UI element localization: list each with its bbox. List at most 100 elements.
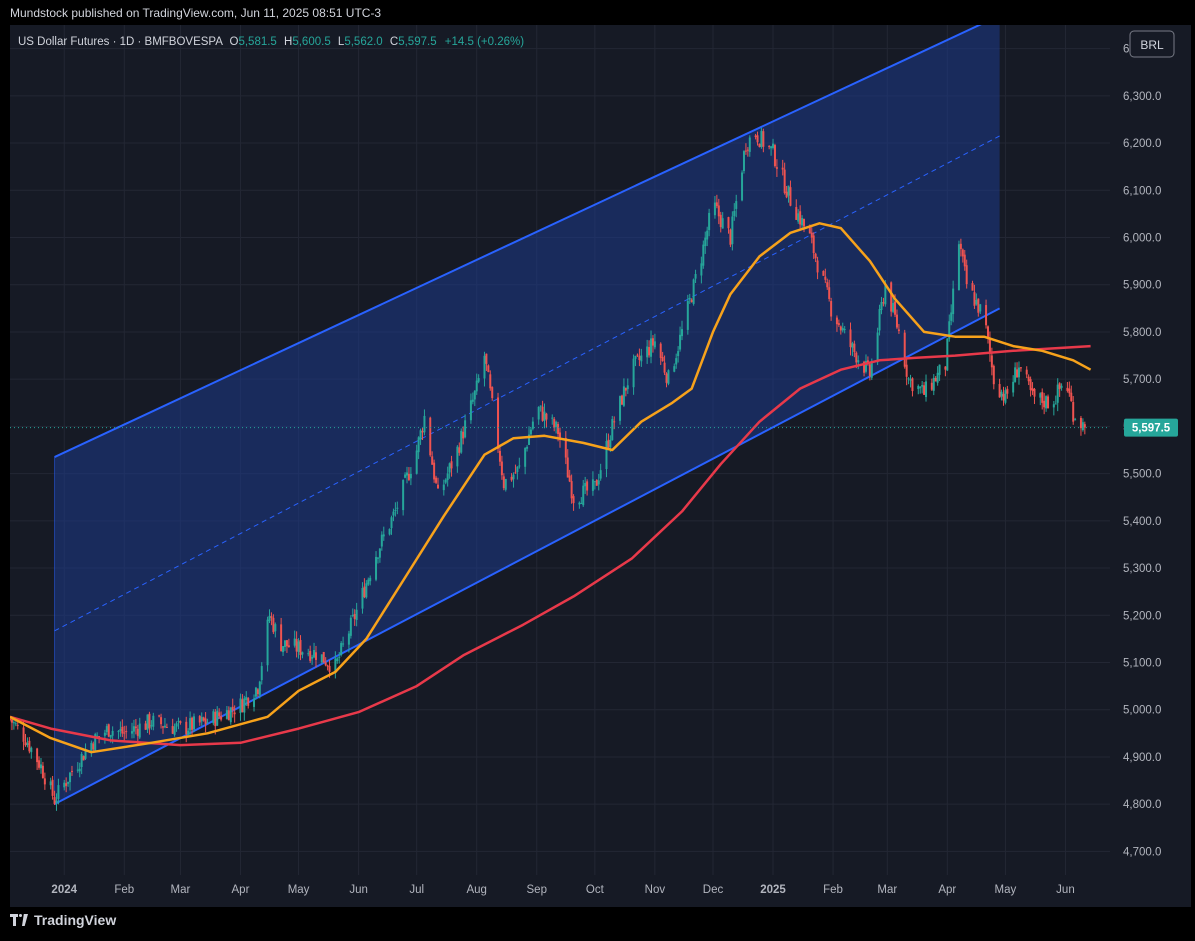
x-tick-label: Feb (114, 884, 134, 896)
candle-body (773, 145, 776, 167)
candle-body (119, 729, 122, 732)
candle-body (677, 351, 680, 357)
candle-body (946, 338, 949, 371)
candle-body (26, 743, 29, 745)
candle-body (816, 260, 819, 273)
last-price-text: 5,597.5 (1132, 423, 1171, 435)
legend-o-label: O (230, 36, 239, 48)
candle-body (376, 557, 379, 559)
legend-c-value: 5,597.5 (398, 36, 436, 48)
candle-body (1068, 388, 1071, 394)
candle-body (138, 723, 141, 738)
candle-body (504, 479, 507, 490)
candle-body (1054, 403, 1057, 405)
candle-body (599, 470, 602, 479)
candle-body (268, 615, 271, 621)
candle-body (396, 507, 399, 509)
candle-body (582, 485, 585, 506)
candle-body (892, 302, 895, 312)
candle-body (810, 232, 813, 238)
y-tick-label: 5,300.0 (1123, 563, 1161, 575)
legend-l-label: L (338, 36, 345, 48)
y-tick-label: 4,900.0 (1123, 752, 1161, 764)
candle-body (497, 397, 500, 449)
candle-body (402, 480, 405, 511)
legend-symbol: US Dollar Futures · 1D · BMFBOVESPA (18, 36, 223, 48)
candle-body (799, 211, 802, 225)
candle-body (965, 265, 968, 285)
candle-body (990, 355, 993, 368)
candle-body (998, 384, 1001, 398)
y-tick-label: 5,000.0 (1123, 705, 1161, 717)
candle-body (808, 226, 811, 234)
candle-body (702, 244, 705, 266)
candle-body (719, 214, 722, 227)
candle-body (409, 473, 412, 479)
candle-body (638, 356, 641, 361)
candle-body (280, 624, 283, 652)
candle-body (659, 343, 662, 358)
chart-area[interactable]: 4,700.0 4,800.0 4,900.0 5,000.0 5,100.0 5,200… (10, 25, 1191, 907)
candle-body (961, 249, 964, 257)
candle-body (247, 698, 250, 706)
candle-body (545, 413, 548, 420)
candle-body (851, 343, 854, 348)
x-tick-label: May (995, 884, 1017, 896)
regression-channel[interactable] (54, 25, 1001, 806)
candle-body (12, 722, 15, 724)
candle-body (24, 742, 27, 746)
candle-body (326, 665, 329, 667)
candle-body (173, 726, 176, 735)
candle-body (1079, 417, 1082, 429)
candle-body (498, 450, 501, 462)
candle-body (626, 385, 629, 390)
candle-body (295, 639, 298, 652)
candle-body (1060, 385, 1063, 388)
candle-body (1052, 404, 1055, 408)
channel-fill (54, 25, 1000, 805)
currency-button[interactable]: BRL (1129, 30, 1175, 58)
candle-body (917, 385, 920, 390)
candle-body (880, 302, 883, 311)
candle-body (340, 643, 343, 656)
candle-body (338, 656, 341, 658)
candle-body (661, 356, 664, 362)
channel-upper-line (54, 25, 982, 458)
candle-body (347, 633, 350, 645)
candle-body (429, 417, 432, 456)
candle-body (293, 638, 296, 646)
footer-brand[interactable]: TradingView (10, 912, 116, 928)
candle-body (1041, 392, 1044, 403)
time-axis[interactable]: 2024 Feb Mar Apr May Jun Jul Aug Sep Oct Nov Dec 202… (51, 884, 1074, 896)
candle-body (53, 797, 56, 804)
candle-body (708, 212, 711, 231)
candle-body (254, 687, 257, 697)
candle-body (51, 779, 54, 796)
candle-body (353, 614, 356, 619)
price-chart[interactable]: 4,700.0 4,800.0 4,900.0 5,000.0 5,100.0 5,200… (10, 25, 1191, 907)
candle-body (632, 358, 635, 388)
candle-body (665, 373, 668, 383)
candle-body (90, 742, 93, 753)
x-tick-label: Feb (823, 884, 843, 896)
candle-body (28, 740, 31, 752)
candle-body (121, 726, 124, 734)
candle-body (688, 297, 691, 300)
candle-body (105, 726, 108, 733)
candle-body (351, 614, 354, 616)
candle-body (868, 364, 871, 377)
y-tick-label: 6,200.0 (1123, 138, 1161, 150)
candle-body (586, 481, 589, 491)
candle-body (136, 728, 139, 736)
candle-body (921, 385, 924, 387)
candle-body (96, 735, 99, 737)
candle-body (1017, 367, 1020, 378)
candle-body (1031, 388, 1034, 392)
candle-body (198, 716, 201, 723)
candle-body (516, 466, 519, 473)
candle-body (287, 645, 290, 648)
candle-body (192, 716, 195, 730)
candle-body (299, 639, 302, 656)
candle-body (442, 484, 445, 491)
candle-body (146, 714, 149, 730)
